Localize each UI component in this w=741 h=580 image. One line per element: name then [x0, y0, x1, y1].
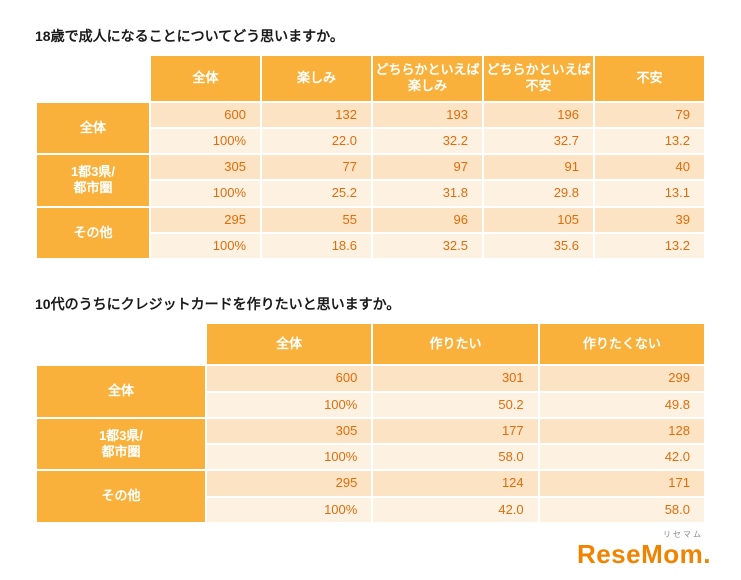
row-header: その他 — [37, 207, 149, 258]
percent-cell: 13.2 — [595, 233, 704, 258]
count-cell: 77 — [262, 155, 371, 180]
column-header: 作りたい — [373, 324, 538, 365]
percent-cell: 100% — [207, 392, 372, 417]
row-header: 1都3県/ 都市圏 — [37, 155, 149, 206]
count-cell: 171 — [539, 471, 704, 496]
count-cell: 39 — [595, 207, 704, 232]
table-title: 18歳で成人になることについてどう思いますか。 — [35, 28, 344, 44]
table-row-percent: 100% 25.2 31.8 29.8 13.1 — [37, 181, 704, 206]
column-header: どちらかといえば 不安 — [484, 56, 593, 101]
count-cell: 91 — [484, 155, 593, 180]
logo-dot: . — [703, 539, 711, 569]
count-cell: 305 — [151, 155, 260, 180]
count-cell: 299 — [539, 366, 704, 391]
percent-cell: 42.0 — [539, 445, 704, 470]
count-cell: 128 — [539, 418, 704, 443]
survey-table-container: 全体 楽しみ どちらかといえば 楽しみ どちらかといえば 不安 不安 全体 600 132 19… — [35, 54, 706, 260]
percent-cell: 22.0 — [262, 128, 371, 153]
survey-table: 全体 作りたい 作りたくない 全体 600 301 299 100% 50.2 49.8 1都3県/… — [35, 322, 706, 524]
logo-wordmark: ReseMom. — [577, 539, 711, 569]
count-cell: 600 — [151, 102, 260, 127]
row-header: 全体 — [37, 102, 149, 153]
percent-cell: 32.5 — [373, 233, 482, 258]
percent-cell: 35.6 — [484, 233, 593, 258]
table-row-count: その他 295 124 171 — [37, 471, 704, 522]
count-cell: 132 — [262, 102, 371, 127]
table-title: 10代のうちにクレジットカードを作りたいと思いますか。 — [35, 296, 401, 312]
header-row: 全体 楽しみ どちらかといえば 楽しみ どちらかといえば 不安 不安 — [37, 56, 704, 101]
percent-cell: 32.2 — [373, 128, 482, 153]
table-row-percent: 100% 18.6 32.5 35.6 13.2 — [37, 233, 704, 258]
count-cell: 97 — [373, 155, 482, 180]
count-cell: 177 — [373, 418, 538, 443]
percent-cell: 29.8 — [484, 181, 593, 206]
table-row-count: 1都3県/ 都市圏 305 177 128 — [37, 418, 704, 470]
percent-cell: 58.0 — [373, 445, 538, 470]
column-header: 作りたくない — [539, 324, 704, 365]
percent-cell: 100% — [207, 497, 372, 522]
column-header: 不安 — [595, 56, 704, 101]
header-row: 全体 作りたい 作りたくない — [37, 324, 704, 365]
table-row-count: その他 295 55 96 105 39 — [37, 207, 704, 258]
count-cell: 305 — [207, 418, 372, 443]
count-cell: 193 — [373, 102, 482, 127]
percent-cell: 100% — [151, 181, 260, 206]
row-header: 全体 — [37, 366, 205, 417]
count-cell: 124 — [373, 471, 538, 496]
survey-section-credit-card: 10代のうちにクレジットカードを作りたいと思いますか。 全体 作りたい 作りたくない… — [35, 294, 706, 524]
count-cell: 600 — [207, 366, 372, 391]
percent-cell: 25.2 — [262, 181, 371, 206]
percent-cell: 18.6 — [262, 233, 371, 258]
percent-cell: 13.2 — [595, 128, 704, 153]
survey-table: 全体 楽しみ どちらかといえば 楽しみ どちらかといえば 不安 不安 全体 600 132 19… — [35, 54, 706, 260]
percent-cell: 32.7 — [484, 128, 593, 153]
count-cell: 40 — [595, 155, 704, 180]
column-header: 楽しみ — [262, 56, 371, 101]
survey-table-container: 全体 作りたい 作りたくない 全体 600 301 299 100% 50.2 49.8 1都3県/… — [35, 322, 706, 524]
percent-cell: 100% — [151, 233, 260, 258]
logo-wordmark-text: ReseMom — [576, 539, 704, 569]
count-cell: 196 — [484, 102, 593, 127]
percent-cell: 42.0 — [373, 497, 538, 522]
resemom-logo: リセマム ReseMom. — [577, 529, 711, 568]
table-row-count: 1都3県/ 都市圏 305 77 97 91 40 — [37, 155, 704, 206]
count-cell: 55 — [262, 207, 371, 232]
percent-cell: 49.8 — [539, 392, 704, 417]
logo-ruby-text: リセマム — [663, 530, 703, 539]
corner-cell — [37, 56, 149, 101]
count-cell: 295 — [207, 471, 372, 496]
column-header: 全体 — [207, 324, 372, 365]
table-row-percent: 100% 50.2 49.8 — [37, 392, 704, 417]
count-cell: 295 — [151, 207, 260, 232]
count-cell: 301 — [373, 366, 538, 391]
count-cell: 79 — [595, 102, 704, 127]
percent-cell: 13.1 — [595, 181, 704, 206]
percent-cell: 100% — [207, 445, 372, 470]
table-row-percent: 100% 42.0 58.0 — [37, 497, 704, 522]
page: 18歳で成人になることについてどう思いますか。 全体 楽しみ どちらかといえば 楽し… — [35, 26, 711, 567]
count-cell: 105 — [484, 207, 593, 232]
table-row-count: 全体 600 132 193 196 79 — [37, 102, 704, 153]
percent-cell: 58.0 — [539, 497, 704, 522]
table-row-percent: 100% 22.0 32.2 32.7 13.2 — [37, 128, 704, 153]
column-header: どちらかといえば 楽しみ — [373, 56, 482, 101]
percent-cell: 31.8 — [373, 181, 482, 206]
percent-cell: 50.2 — [373, 392, 538, 417]
row-header: その他 — [37, 471, 205, 522]
corner-cell — [37, 324, 205, 364]
row-header: 1都3県/ 都市圏 — [37, 418, 205, 470]
count-cell: 96 — [373, 207, 482, 232]
survey-section-adult-at-18: 18歳で成人になることについてどう思いますか。 全体 楽しみ どちらかといえば 楽し… — [35, 26, 706, 260]
table-row-percent: 100% 58.0 42.0 — [37, 445, 704, 470]
column-header: 全体 — [151, 56, 260, 101]
percent-cell: 100% — [151, 128, 260, 153]
table-row-count: 全体 600 301 299 — [37, 366, 704, 417]
